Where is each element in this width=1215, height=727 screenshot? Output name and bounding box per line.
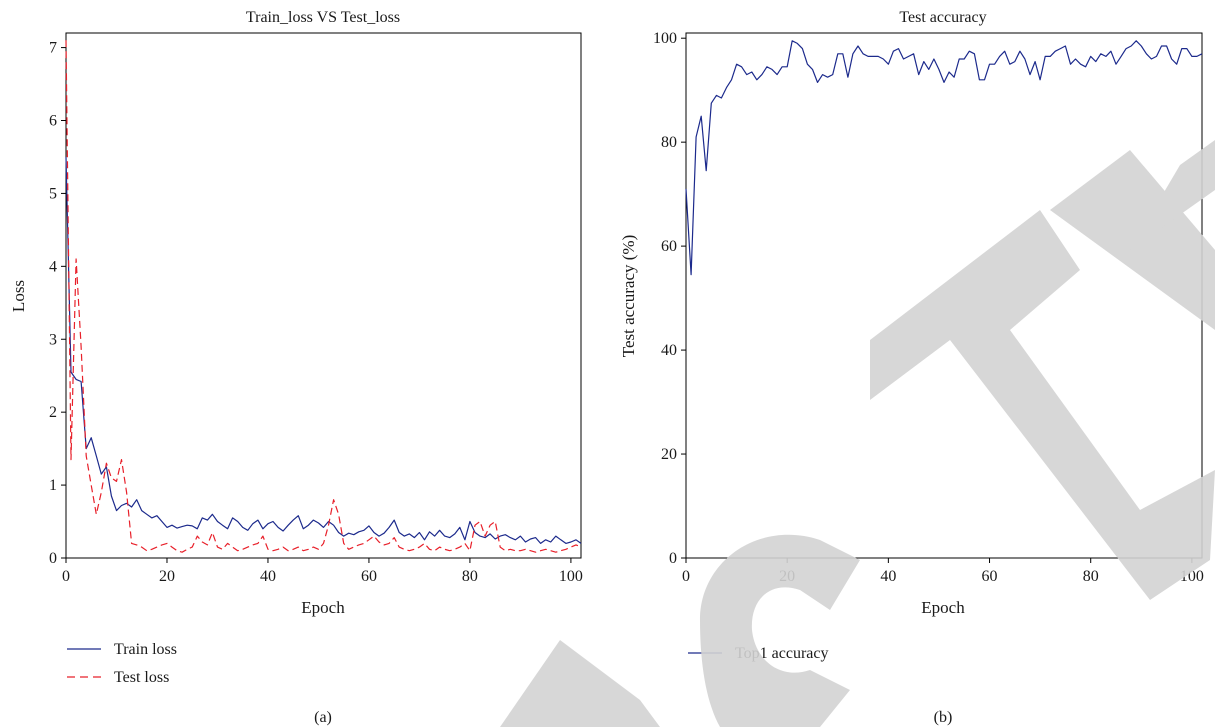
chart-a-x-axis: 0 20 40 60 80 100 bbox=[62, 558, 583, 585]
chart-a-x-tick-label: 40 bbox=[260, 568, 276, 585]
chart-a-series-test-loss-line bbox=[65, 40, 582, 553]
chart-a-y-tick-label: 1 bbox=[49, 477, 57, 494]
chart-a-legend: Train loss Test loss bbox=[67, 641, 177, 686]
chart-a-title: Train_loss VS Test_loss bbox=[246, 9, 400, 26]
chart-a-series-train-loss-line bbox=[65, 156, 582, 545]
chart-a-y-axis-label: Loss bbox=[9, 280, 28, 312]
chart-b-x-tick-label: 80 bbox=[1083, 568, 1099, 585]
chart-a-y-tick-label: 6 bbox=[49, 113, 57, 130]
chart-b-title: Test accuracy bbox=[899, 9, 986, 26]
panel-a-caption: (a) bbox=[314, 709, 332, 726]
chart-b-x-axis-label: Epoch bbox=[921, 598, 965, 617]
chart-a-x-axis-label: Epoch bbox=[301, 598, 345, 617]
chart-a-y-tick-label: 5 bbox=[49, 185, 57, 202]
chart-a-series bbox=[65, 40, 582, 553]
chart-a-x-tick-label: 100 bbox=[559, 568, 583, 585]
panel-b-caption: (b) bbox=[934, 709, 953, 726]
chart-a-y-tick-label: 7 bbox=[49, 40, 57, 57]
chart-b-x-tick-label: 0 bbox=[682, 568, 690, 585]
chart-a-y-tick-label: 4 bbox=[49, 258, 57, 275]
chart-b-y-axis: 0 20 40 60 80 100 bbox=[653, 30, 686, 567]
chart-a-x-tick-label: 20 bbox=[159, 568, 175, 585]
chart-b-x-tick-label: 40 bbox=[880, 568, 896, 585]
chart-b-y-tick-label: 100 bbox=[653, 30, 677, 47]
chart-a-x-tick-label: 0 bbox=[62, 568, 70, 585]
chart-a-y-tick-label: 2 bbox=[49, 404, 57, 421]
chart-a-plot-frame bbox=[65, 32, 582, 559]
chart-b-y-tick-label: 0 bbox=[669, 550, 677, 567]
chart-a-x-tick-label: 60 bbox=[361, 568, 377, 585]
chart-b-x-tick-label: 60 bbox=[982, 568, 998, 585]
chart-b-series-top1-accuracy-line bbox=[685, 40, 1203, 276]
chart-b-y-tick-label: 80 bbox=[661, 134, 677, 151]
chart-a-y-axis: 0 1 2 3 4 5 6 7 bbox=[49, 40, 66, 567]
chart-b-y-axis-label: Test accuracy (%) bbox=[619, 235, 638, 357]
legend-train-loss-label: Train loss bbox=[114, 641, 177, 658]
chart-b-series bbox=[685, 40, 1203, 276]
chart-b-y-tick-label: 40 bbox=[661, 342, 677, 359]
retracted-watermark bbox=[500, 140, 1215, 727]
chart-b-y-tick-label: 20 bbox=[661, 446, 677, 463]
chart-a-y-tick-label: 3 bbox=[49, 331, 57, 348]
chart-b-y-tick-label: 60 bbox=[661, 238, 677, 255]
chart-a-x-tick-label: 80 bbox=[462, 568, 478, 585]
chart-panel-a: Train_loss VS Test_loss 0 1 2 3 4 5 6 7 0 20 40 60… bbox=[9, 9, 583, 726]
legend-test-loss-label: Test loss bbox=[114, 669, 169, 686]
chart-a-y-tick-label: 0 bbox=[49, 550, 57, 567]
